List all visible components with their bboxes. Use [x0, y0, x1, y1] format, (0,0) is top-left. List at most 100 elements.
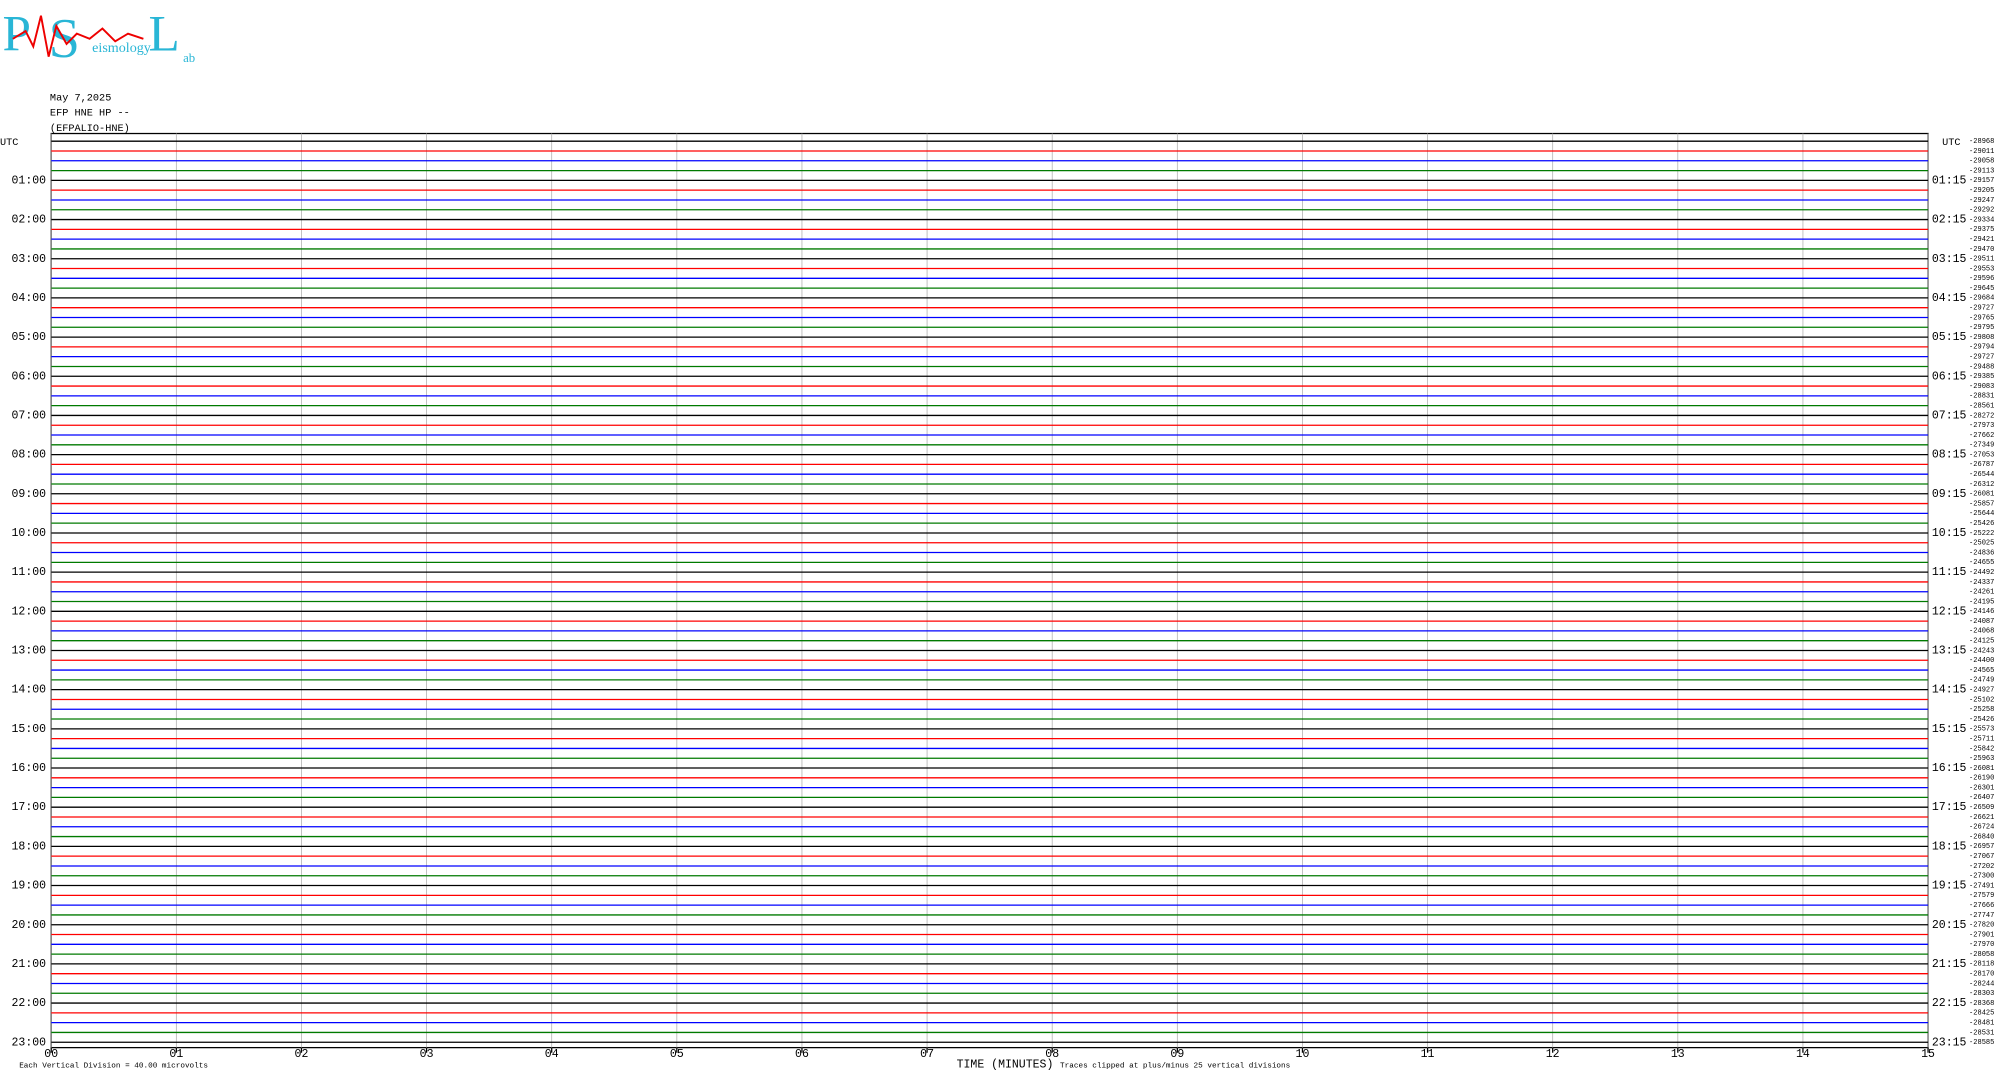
trace-offset-label: -24337: [1969, 579, 1994, 587]
trace-offset-label: -24400: [1969, 657, 1994, 665]
trace-offset-label: -25426: [1969, 520, 1994, 528]
x-tick-label: 13: [1671, 1048, 1685, 1061]
trace-offset-label: -27666: [1969, 902, 1994, 910]
trace-offset-label: -29470: [1969, 246, 1994, 254]
hour-label: 07:00: [12, 409, 47, 422]
footer-left: Each Vertical Division = 40.00 microvolt…: [19, 1063, 208, 1071]
trace-offset-label: -24125: [1969, 638, 1994, 646]
trace-offset-label: -29511: [1969, 256, 1994, 264]
x-tick-label: 05: [670, 1048, 684, 1061]
hour-label: 09:00: [12, 488, 47, 501]
trace-offset-label: -29553: [1969, 265, 1994, 273]
hour-label: 04:00: [12, 292, 47, 305]
trace-offset-label: -26724: [1969, 824, 1994, 832]
trace-offset-label: -27970: [1969, 941, 1994, 949]
trace-offset-label: -26840: [1969, 833, 1994, 841]
trace-offset-label: -28531: [1969, 1029, 1994, 1037]
trace-offset-label: -25573: [1969, 726, 1994, 734]
hour-label: 19:15: [1932, 880, 1967, 893]
header-line: (EFPALIO-HNE): [50, 123, 130, 135]
hour-label: 12:00: [12, 605, 47, 618]
hour-label: 20:15: [1932, 919, 1967, 932]
logo-text: ab: [183, 51, 195, 65]
hour-label: 02:15: [1932, 214, 1967, 227]
hour-label: 08:00: [12, 449, 47, 462]
trace-offset-label: -28585: [1969, 1039, 1994, 1047]
trace-offset-label: -29083: [1969, 383, 1994, 391]
hour-label: 22:15: [1932, 997, 1967, 1010]
trace-offset-label: -29247: [1969, 197, 1994, 205]
trace-offset-label: -29385: [1969, 373, 1994, 381]
trace-offset-label: -27747: [1969, 912, 1994, 920]
hour-label: 21:15: [1932, 958, 1967, 971]
x-tick-label: 00: [44, 1048, 58, 1061]
hour-label: 08:15: [1932, 449, 1967, 462]
hour-label: 23:15: [1932, 1036, 1967, 1049]
hour-label: 06:00: [12, 370, 47, 383]
x-tick-label: 06: [795, 1048, 809, 1061]
hour-label: 19:00: [12, 880, 47, 893]
trace-offset-label: -27579: [1969, 892, 1994, 900]
trace-offset-label: -28303: [1969, 990, 1994, 998]
trace-offset-label: -27300: [1969, 873, 1994, 881]
trace-offset-label: -24146: [1969, 608, 1994, 616]
trace-offset-label: -26787: [1969, 461, 1994, 469]
trace-offset-label: -27349: [1969, 442, 1994, 450]
hour-label: 03:15: [1932, 253, 1967, 266]
trace-offset-label: -26081: [1969, 491, 1994, 499]
hour-label: 01:00: [12, 174, 47, 187]
x-tick-label: 01: [169, 1048, 183, 1061]
trace-offset-label: -28425: [1969, 1010, 1994, 1018]
trace-offset-label: -29113: [1969, 167, 1994, 175]
trace-offset-label: -24836: [1969, 549, 1994, 557]
trace-offset-label: -29157: [1969, 177, 1994, 185]
trace-offset-label: -29375: [1969, 226, 1994, 234]
trace-offset-label: -24195: [1969, 598, 1994, 606]
trace-offset-label: -25711: [1969, 735, 1994, 743]
trace-offset-label: -27491: [1969, 882, 1994, 890]
trace-offset-label: -27067: [1969, 853, 1994, 861]
trace-offset-label: -29205: [1969, 187, 1994, 195]
trace-offset-label: -24261: [1969, 589, 1994, 597]
trace-offset-label: -24243: [1969, 647, 1994, 655]
trace-offset-label: -28170: [1969, 971, 1994, 979]
logo: P S eismology L ab: [3, 6, 196, 70]
trace-offset-label: -24749: [1969, 677, 1994, 685]
logo-wave: [12, 15, 144, 57]
hour-label: 14:15: [1932, 684, 1967, 697]
trace-offset-label: -29795: [1969, 324, 1994, 332]
footer-right: Traces clipped at plus/minus 25 vertical…: [1060, 1063, 1290, 1071]
trace-offset-label: -29596: [1969, 275, 1994, 283]
hour-label: 17:15: [1932, 801, 1967, 814]
trace-offset-label: -26190: [1969, 775, 1994, 783]
hour-label: 07:15: [1932, 409, 1967, 422]
trace-offset-label: -26621: [1969, 814, 1994, 822]
logo-letter: L: [149, 6, 180, 63]
trace-offset-label: -27202: [1969, 863, 1994, 871]
x-tick-label: 07: [920, 1048, 934, 1061]
trace-offset-label: -25644: [1969, 510, 1994, 518]
right-axis-title: UTC: [1942, 137, 1960, 149]
trace-offset-label: -28118: [1969, 961, 1994, 969]
trace-offset-label: -29058: [1969, 158, 1994, 166]
trace-offset-label: -26407: [1969, 794, 1994, 802]
trace-offset-label: -29292: [1969, 207, 1994, 215]
hour-label: 04:15: [1932, 292, 1967, 305]
hour-label: 23:00: [12, 1036, 47, 1049]
hour-label: 15:00: [12, 723, 47, 736]
trace-offset-label: -28058: [1969, 951, 1994, 959]
hour-label: 01:15: [1932, 174, 1967, 187]
x-tick-label: 09: [1170, 1048, 1184, 1061]
trace-offset-label: -25222: [1969, 530, 1994, 538]
x-tick-label: 14: [1796, 1048, 1810, 1061]
trace-offset-label: -24068: [1969, 628, 1994, 636]
hour-label: 18:15: [1932, 840, 1967, 853]
trace-offset-label: -29808: [1969, 334, 1994, 342]
trace-offset-label: -28272: [1969, 412, 1994, 420]
x-axis-label: TIME (MINUTES): [957, 1058, 1054, 1071]
trace-offset-label: -29334: [1969, 216, 1994, 224]
trace-offset-label: -26544: [1969, 471, 1994, 479]
trace-offset-label: -29765: [1969, 314, 1994, 322]
trace-offset-label: -26312: [1969, 481, 1994, 489]
